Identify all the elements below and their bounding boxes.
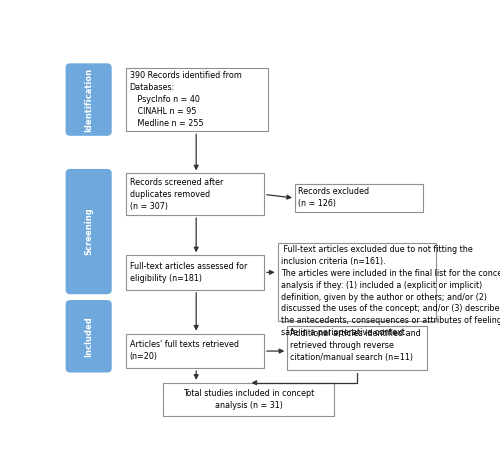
FancyBboxPatch shape [66, 63, 112, 136]
Text: Additional articles identified and
retrieved through reverse
citation/manual sea: Additional articles identified and retri… [290, 329, 421, 362]
Text: Total studies included in concept
analysis (n = 31): Total studies included in concept analys… [183, 389, 314, 410]
Text: 390 Records identified from
Databases:
   PsycInfo n = 40
   CINAHL n = 95
   Me: 390 Records identified from Databases: P… [130, 71, 242, 128]
FancyBboxPatch shape [66, 300, 112, 373]
FancyBboxPatch shape [278, 243, 436, 321]
FancyBboxPatch shape [126, 173, 264, 215]
FancyBboxPatch shape [126, 333, 264, 368]
Text: Full-text articles assessed for
eligibility (n=181): Full-text articles assessed for eligibil… [130, 262, 247, 283]
FancyBboxPatch shape [163, 383, 334, 415]
FancyBboxPatch shape [126, 255, 264, 290]
Text: Records screened after
duplicates removed
(n = 307): Records screened after duplicates remove… [130, 178, 223, 210]
FancyBboxPatch shape [295, 184, 423, 211]
Text: Included: Included [84, 316, 93, 357]
Text: Articles' full texts retrieved
(n=20): Articles' full texts retrieved (n=20) [130, 341, 238, 361]
Text: Screening: Screening [84, 208, 93, 255]
Text: Identification: Identification [84, 68, 93, 131]
FancyBboxPatch shape [66, 169, 112, 294]
FancyBboxPatch shape [287, 326, 427, 370]
FancyBboxPatch shape [126, 68, 268, 131]
Text: Full-text articles excluded due to not fitting the
inclusion criteria (n=161).
T: Full-text articles excluded due to not f… [280, 245, 500, 337]
Text: Records excluded
(n = 126): Records excluded (n = 126) [298, 187, 369, 208]
